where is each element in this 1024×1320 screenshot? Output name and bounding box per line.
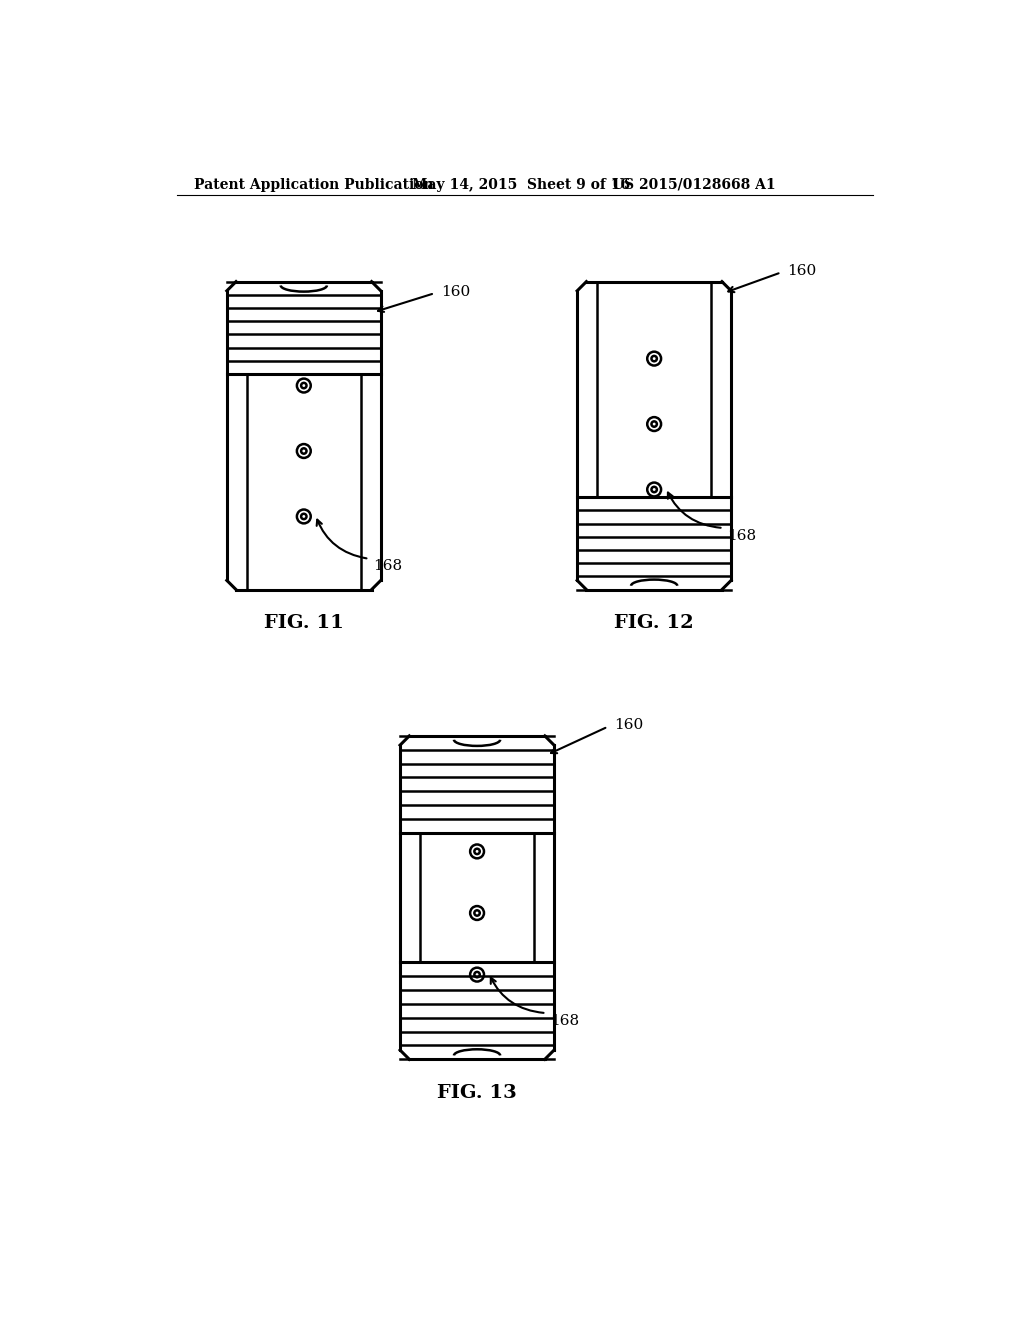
Text: 168: 168 — [550, 1014, 580, 1028]
Text: FIG. 11: FIG. 11 — [264, 614, 344, 632]
Text: 160: 160 — [787, 264, 816, 277]
Text: 168: 168 — [373, 560, 402, 573]
Text: 160: 160 — [614, 718, 643, 733]
Text: FIG. 13: FIG. 13 — [437, 1084, 517, 1102]
Text: Patent Application Publication: Patent Application Publication — [194, 178, 433, 191]
Text: 168: 168 — [727, 529, 757, 543]
Text: US 2015/0128668 A1: US 2015/0128668 A1 — [611, 178, 775, 191]
Text: 160: 160 — [441, 285, 470, 298]
Text: May 14, 2015  Sheet 9 of 16: May 14, 2015 Sheet 9 of 16 — [412, 178, 630, 191]
Text: FIG. 12: FIG. 12 — [614, 614, 694, 632]
